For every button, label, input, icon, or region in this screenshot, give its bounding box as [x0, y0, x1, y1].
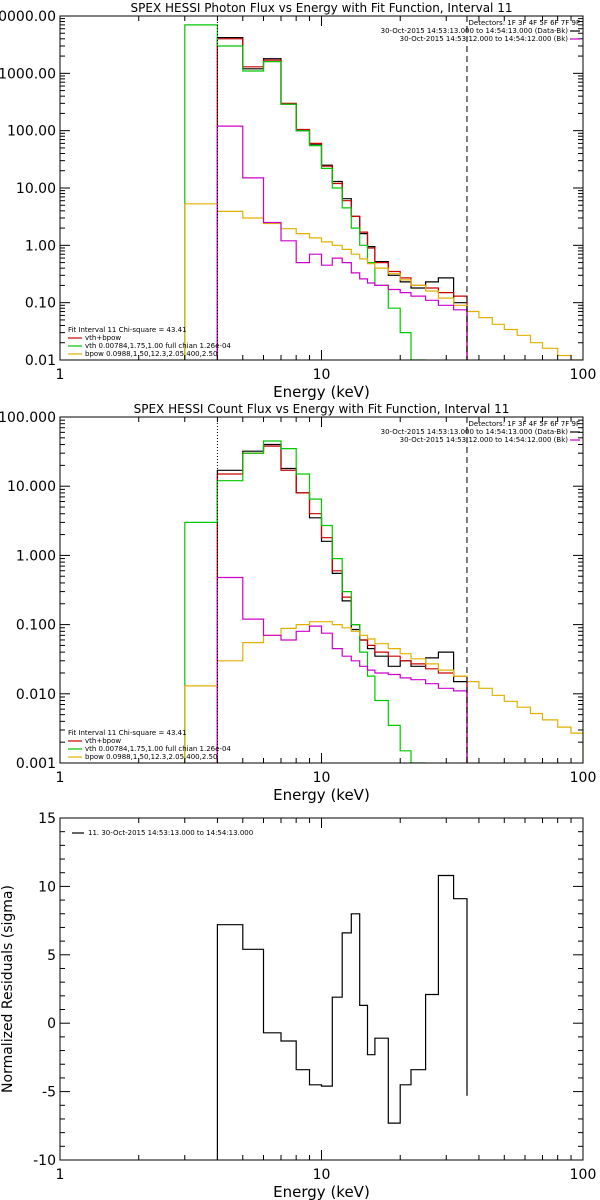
y-tick-label: 10 — [38, 879, 56, 895]
legend-header-line: 30-Oct-2015 14:53:13.000 to 14:54:13.000… — [381, 27, 569, 35]
y-tick-label: 0.10 — [25, 296, 56, 312]
series-line-0 — [216, 443, 468, 763]
series-line-4 — [216, 125, 468, 360]
fit-legend-line: bpow 0.0988,1.50,12.3,2.05,400,2.50 — [85, 753, 217, 761]
series-line-2 — [184, 24, 426, 360]
y-tick-label: 100.000 — [0, 410, 56, 426]
legend-header-line: 30-Oct-2015 14:53:12.000 to 14:54:12.000… — [400, 436, 569, 444]
x-tick-label: 10 — [313, 367, 331, 383]
chart-title: SPEX HESSI Count Flux vs Energy with Fit… — [134, 402, 510, 416]
panel-residuals: 1 10 100 -10 -5 0 5 10 15 Energy (keV) Normalized … — [0, 811, 596, 1200]
x-tick-label: 10 — [313, 1167, 331, 1183]
residual-legend-label: 11. 30-Oct-2015 14:53:13.000 to 14:54:13… — [88, 829, 253, 837]
y-tick-label: 0.01 — [25, 353, 56, 369]
x-axis-label: Energy (keV) — [273, 786, 370, 804]
axes-box — [59, 15, 584, 361]
x-axis-label: Energy (keV) — [273, 383, 370, 401]
y-tick-label: 100.00 — [7, 124, 56, 140]
y-tick-label: -10 — [33, 1153, 56, 1169]
series-line-4 — [216, 576, 468, 763]
fit-legend-line: Fit Interval 11 Chi-square = 43.41 — [68, 326, 187, 334]
y-tick-label: 0.100 — [16, 618, 56, 634]
series-line-2 — [184, 440, 426, 763]
legend-header-line: Detectors: 1F 3F 4F 5F 6F 7F 9F — [469, 19, 580, 27]
x-tick-label: 1 — [56, 367, 65, 383]
y-tick-label: 15 — [38, 811, 56, 827]
fit-legend-line: vth 0.00784,1.75,1.00 full chian 1.26e-0… — [85, 342, 231, 350]
y-axis-label: Normalized Residuals (sigma) — [0, 885, 16, 1093]
x-tick-label: 1 — [56, 770, 65, 786]
series-line-0 — [216, 874, 468, 1160]
y-tick-label: 5 — [47, 948, 56, 964]
series-line-3 — [184, 203, 583, 360]
y-tick-label: -5 — [42, 1085, 56, 1101]
fit-legend-line: Fit Interval 11 Chi-square = 43.41 — [68, 729, 187, 737]
chart-title: SPEX HESSI Photon Flux vs Energy with Fi… — [131, 1, 513, 15]
fit-legend-line: vth 0.00784,1.75,1.00 full chian 1.26e-0… — [85, 745, 231, 753]
x-tick-label: 100 — [570, 367, 597, 383]
x-tick-label: 10 — [313, 770, 331, 786]
axes-box — [59, 416, 584, 764]
y-tick-label: 1.000 — [16, 548, 56, 564]
y-tick-label: 1.00 — [25, 238, 56, 254]
legend-header-line: Detectors: 1F 3F 4F 5F 6F 7F 9F — [469, 420, 580, 428]
fit-legend-line: vth+bpow — [85, 334, 121, 342]
y-tick-label: 0 — [47, 1016, 56, 1032]
axes-box — [59, 817, 584, 1161]
panel-photon: SPEX HESSI Photon Flux vs Energy with Fi… — [0, 1, 596, 401]
panel-count: SPEX HESSI Count Flux vs Energy with Fit… — [0, 402, 596, 804]
series-line-1 — [216, 445, 468, 763]
legend-header-line: 30-Oct-2015 14:53:12.000 to 14:54:12.000… — [400, 35, 569, 43]
fit-legend-line: vth+bpow — [85, 737, 121, 745]
y-tick-label: 0.010 — [16, 687, 56, 703]
y-tick-label: 0.001 — [16, 756, 56, 772]
x-tick-label: 100 — [570, 770, 597, 786]
y-tick-label: 1000.00 — [0, 66, 56, 82]
legend-header-line: 30-Oct-2015 14:53:13.000 to 14:54:13.000… — [381, 428, 569, 436]
fit-legend-line: bpow 0.0988,1.50,12.3,2.05,400,2.50 — [85, 350, 217, 358]
y-tick-label: 10.00 — [16, 181, 56, 197]
y-tick-label: 10000.00 — [0, 9, 56, 25]
x-axis-label: Energy (keV) — [273, 1183, 370, 1200]
x-tick-label: 1 — [56, 1167, 65, 1183]
x-tick-label: 100 — [570, 1167, 597, 1183]
series-line-3 — [184, 621, 583, 763]
y-tick-label: 10.000 — [7, 479, 56, 495]
